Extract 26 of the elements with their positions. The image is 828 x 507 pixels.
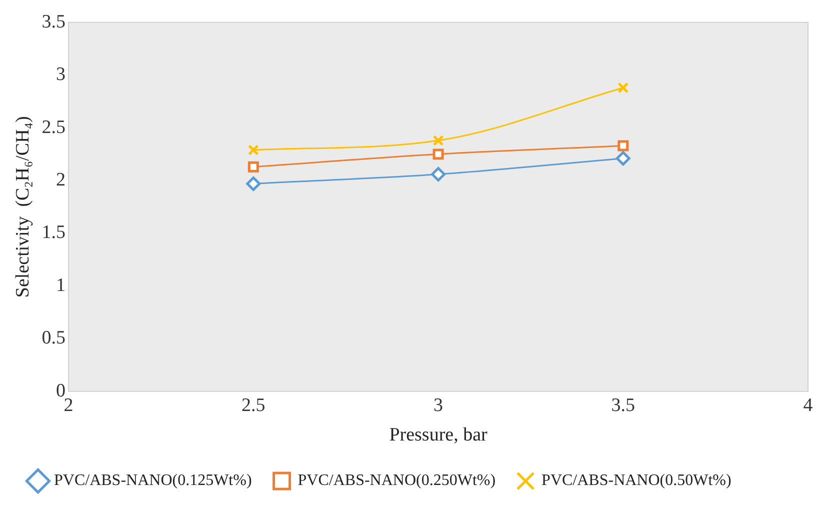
legend-label: PVC/ABS-NANO(0.50Wt%) [542,472,732,490]
x-axis-title: Pressure, bar [389,424,488,446]
legend-label: PVC/ABS-NANO(0.125Wt%) [54,472,252,490]
point [616,151,630,166]
y-tick-label: 3.5 [42,11,66,32]
point [618,140,629,152]
point [431,166,446,182]
y-tick-label: 0 [56,380,66,402]
y-tick-label: 1.5 [42,222,66,244]
point [618,82,629,94]
x-tick-label: 2.5 [242,394,266,416]
y-tick-label: 0.5 [42,328,66,349]
point [432,148,444,160]
y-tick-label: 2 [56,170,66,191]
y-tick-label: 2.5 [42,116,66,138]
point [248,144,259,156]
x-tick-label: 3.5 [611,394,636,416]
point [246,176,261,191]
y-tick-label: 1 [56,274,66,296]
y-axis-title: Selectivity (C₂H₆/CH₄) [12,116,34,298]
legend-label: PVC/ABS-NANO(0.250Wt%) [298,472,496,490]
x-tick-label: 3 [434,394,444,416]
point [248,161,259,172]
point [432,134,444,146]
x-tick-label: 4 [803,394,814,416]
y-tick-label: 3 [56,64,66,86]
